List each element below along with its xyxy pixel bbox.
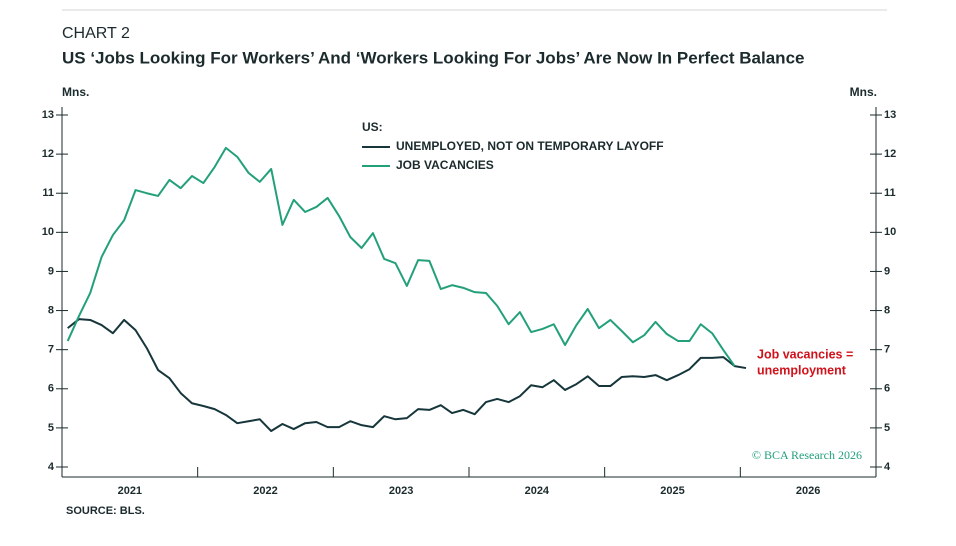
source: SOURCE: BLS. bbox=[66, 505, 145, 517]
y2-tick-label: 4 bbox=[884, 461, 891, 473]
y2-tick-label: 6 bbox=[884, 383, 890, 395]
watermark: © BCA Research 2026 bbox=[752, 448, 862, 462]
y-unit-label: Mns. bbox=[62, 85, 89, 99]
legend-label: UNEMPLOYED, NOT ON TEMPORARY LAYOFF bbox=[396, 139, 664, 153]
x-tick-label: 2025 bbox=[660, 485, 684, 497]
annotation: unemployment bbox=[757, 363, 847, 377]
y-tick-label: 8 bbox=[48, 304, 54, 316]
y2-tick-label: 12 bbox=[884, 148, 896, 160]
y-tick-label: 5 bbox=[48, 422, 54, 434]
y2-tick-label: 9 bbox=[884, 265, 890, 277]
x-tick-label: 2022 bbox=[253, 485, 277, 497]
x-tick-label: 2023 bbox=[389, 485, 413, 497]
y-tick-label: 10 bbox=[42, 226, 54, 238]
y-tick-label: 13 bbox=[42, 109, 54, 121]
y-tick-label: 11 bbox=[42, 187, 54, 199]
y-tick-label: 7 bbox=[48, 344, 54, 356]
annotation: Job vacancies = bbox=[757, 347, 853, 361]
y-tick-label: 6 bbox=[48, 383, 54, 395]
series-line bbox=[66, 146, 736, 367]
x-tick-label: 2021 bbox=[118, 485, 142, 497]
y2-tick-label: 11 bbox=[884, 187, 896, 199]
x-tick-label: 2026 bbox=[796, 485, 820, 497]
chart-label: CHART 2 bbox=[62, 25, 130, 42]
legend-label: JOB VACANCIES bbox=[396, 158, 494, 172]
y2-tick-label: 10 bbox=[884, 226, 896, 238]
x-tick-label: 2024 bbox=[525, 485, 550, 497]
y-tick-label: 4 bbox=[48, 461, 55, 473]
y2-unit-label: Mns. bbox=[850, 85, 877, 99]
y2-tick-label: 5 bbox=[884, 422, 890, 434]
legend-title: US: bbox=[362, 120, 383, 134]
chart-title: US ‘Jobs Looking For Workers’ And ‘Worke… bbox=[62, 48, 804, 67]
y-tick-label: 12 bbox=[42, 148, 54, 160]
y2-tick-label: 7 bbox=[884, 344, 890, 356]
y-tick-label: 9 bbox=[48, 265, 54, 277]
series-line bbox=[67, 318, 747, 433]
y2-tick-label: 8 bbox=[884, 304, 890, 316]
y2-tick-label: 13 bbox=[884, 109, 896, 121]
